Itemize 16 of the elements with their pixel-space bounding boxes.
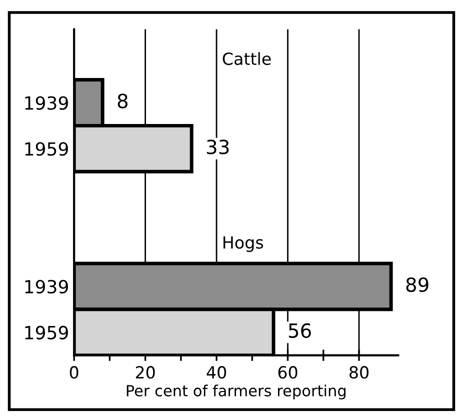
x-tick-label: 0 [70,366,78,379]
data-label: 33 [206,140,229,154]
annotation: Hogs [224,236,264,252]
y-tick-label: 1959 [25,142,68,156]
x-axis-title: Per cent of farmers reporting [126,384,346,400]
data-label: 56 [288,323,311,338]
x-tick-label: 40 [206,366,226,379]
x-tick-label: 20 [136,366,155,379]
x-tick-label: 60 [278,366,298,379]
data-label: 8 [118,94,128,108]
y-tick-label: 1959 [25,326,68,340]
x-tick-label: 80 [350,366,368,379]
text: Cattle [222,52,271,66]
y-tick-label: 1939 [25,96,68,110]
y-tick-label: 1939 [25,280,68,294]
data-label: 89 [406,277,428,292]
